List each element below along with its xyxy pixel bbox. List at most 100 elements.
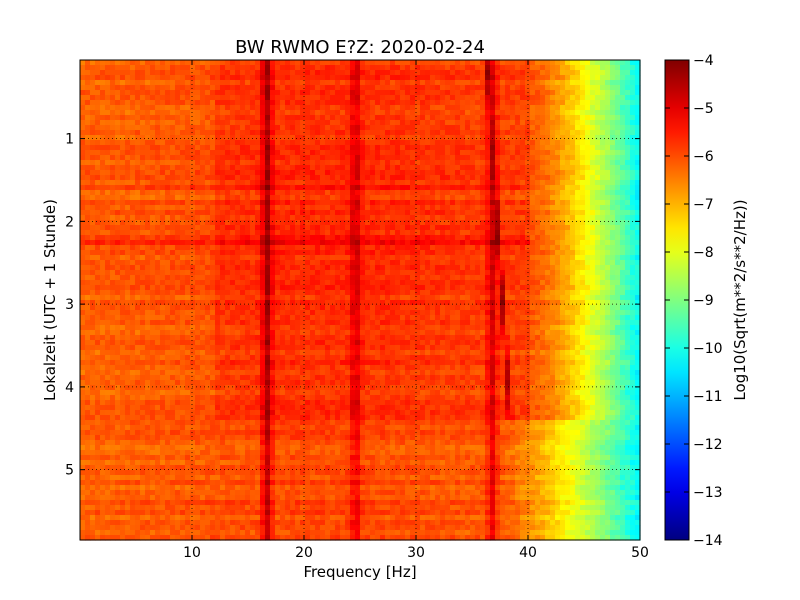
heatmap-cell: [405, 255, 411, 261]
heatmap-cell: [635, 115, 641, 121]
heatmap-cell: [415, 260, 421, 266]
heatmap-cell: [100, 105, 106, 111]
heatmap-cell: [375, 260, 381, 266]
heatmap-cell: [195, 275, 201, 281]
heatmap-cell: [160, 225, 166, 231]
heatmap-cell: [570, 110, 576, 116]
heatmap-cell: [155, 70, 161, 76]
heatmap-cell: [350, 180, 356, 186]
heatmap-cell: [635, 185, 641, 191]
heatmap-cell: [370, 155, 376, 161]
heatmap-cell: [195, 280, 201, 286]
heatmap-cell: [610, 75, 616, 81]
heatmap-cell: [135, 205, 141, 211]
heatmap-cell: [505, 220, 511, 226]
heatmap-cell: [285, 215, 291, 221]
heatmap-cell: [500, 235, 506, 241]
heatmap-cell: [155, 110, 161, 116]
heatmap-cell: [520, 65, 526, 71]
heatmap-cell: [390, 180, 396, 186]
heatmap-cell: [220, 180, 226, 186]
heatmap-cell: [535, 90, 541, 96]
heatmap-cell: [460, 220, 466, 226]
heatmap-cell: [270, 100, 276, 106]
heatmap-cell: [130, 115, 136, 121]
heatmap-cell: [525, 160, 531, 166]
heatmap-cell: [610, 240, 616, 246]
heatmap-cell: [615, 155, 621, 161]
heatmap-cell: [630, 165, 636, 171]
heatmap-cell: [525, 140, 531, 146]
heatmap-cell: [440, 260, 446, 266]
heatmap-cell: [585, 270, 591, 276]
heatmap-cell: [240, 230, 246, 236]
heatmap-cell: [120, 145, 126, 151]
heatmap-cell: [535, 145, 541, 151]
heatmap-cell: [290, 250, 296, 256]
heatmap-cell: [480, 245, 486, 251]
heatmap-cell: [555, 105, 561, 111]
heatmap-cell: [295, 140, 301, 146]
heatmap-cell: [175, 65, 181, 71]
heatmap-cell: [105, 145, 111, 151]
heatmap-cell: [110, 200, 116, 206]
heatmap-cell: [480, 225, 486, 231]
heatmap-cell: [150, 145, 156, 151]
heatmap-cell: [425, 170, 431, 176]
heatmap-cell: [255, 65, 261, 71]
heatmap-cell: [265, 130, 271, 136]
heatmap-cell: [365, 160, 371, 166]
heatmap-cell: [320, 135, 326, 141]
heatmap-cell: [245, 115, 251, 121]
heatmap-cell: [430, 210, 436, 216]
heatmap-cell: [490, 185, 496, 191]
heatmap-cell: [440, 190, 446, 196]
heatmap-cell: [195, 265, 201, 271]
heatmap-cell: [630, 60, 636, 66]
heatmap-cell: [580, 190, 586, 196]
heatmap-cell: [165, 280, 171, 286]
heatmap-cell: [215, 225, 221, 231]
heatmap-cell: [545, 70, 551, 76]
heatmap-cell: [250, 65, 256, 71]
heatmap-cell: [170, 80, 176, 86]
heatmap-cell: [375, 60, 381, 66]
heatmap-cell: [200, 190, 206, 196]
heatmap-cell: [490, 260, 496, 266]
heatmap-cell: [310, 280, 316, 286]
heatmap-cell: [335, 210, 341, 216]
heatmap-cell: [310, 230, 316, 236]
heatmap-cell: [190, 105, 196, 111]
heatmap-cell: [570, 185, 576, 191]
heatmap-cell: [150, 270, 156, 276]
heatmap-cell: [505, 170, 511, 176]
heatmap-cell: [585, 235, 591, 241]
heatmap-cell: [565, 165, 571, 171]
heatmap-cell: [465, 155, 471, 161]
heatmap-cell: [470, 65, 476, 71]
heatmap-cell: [460, 205, 466, 211]
heatmap-cell: [315, 135, 321, 141]
heatmap-cell: [375, 255, 381, 261]
heatmap-cell: [250, 245, 256, 251]
heatmap-cell: [115, 210, 121, 216]
heatmap-cell: [270, 210, 276, 216]
heatmap-cell: [145, 180, 151, 186]
heatmap-cell: [460, 65, 466, 71]
heatmap-cell: [345, 260, 351, 266]
heatmap-cell: [415, 190, 421, 196]
heatmap-cell: [600, 245, 606, 251]
heatmap-cell: [100, 95, 106, 101]
heatmap-cell: [240, 175, 246, 181]
heatmap-cell: [205, 185, 211, 191]
heatmap-cell: [540, 70, 546, 76]
heatmap-cell: [260, 120, 266, 126]
heatmap-cell: [410, 140, 416, 146]
heatmap-cell: [245, 110, 251, 116]
heatmap-cell: [470, 125, 476, 131]
heatmap-cell: [125, 165, 131, 171]
heatmap-cell: [130, 200, 136, 206]
heatmap-cell: [545, 175, 551, 181]
heatmap-cell: [440, 225, 446, 231]
heatmap-cell: [405, 125, 411, 131]
